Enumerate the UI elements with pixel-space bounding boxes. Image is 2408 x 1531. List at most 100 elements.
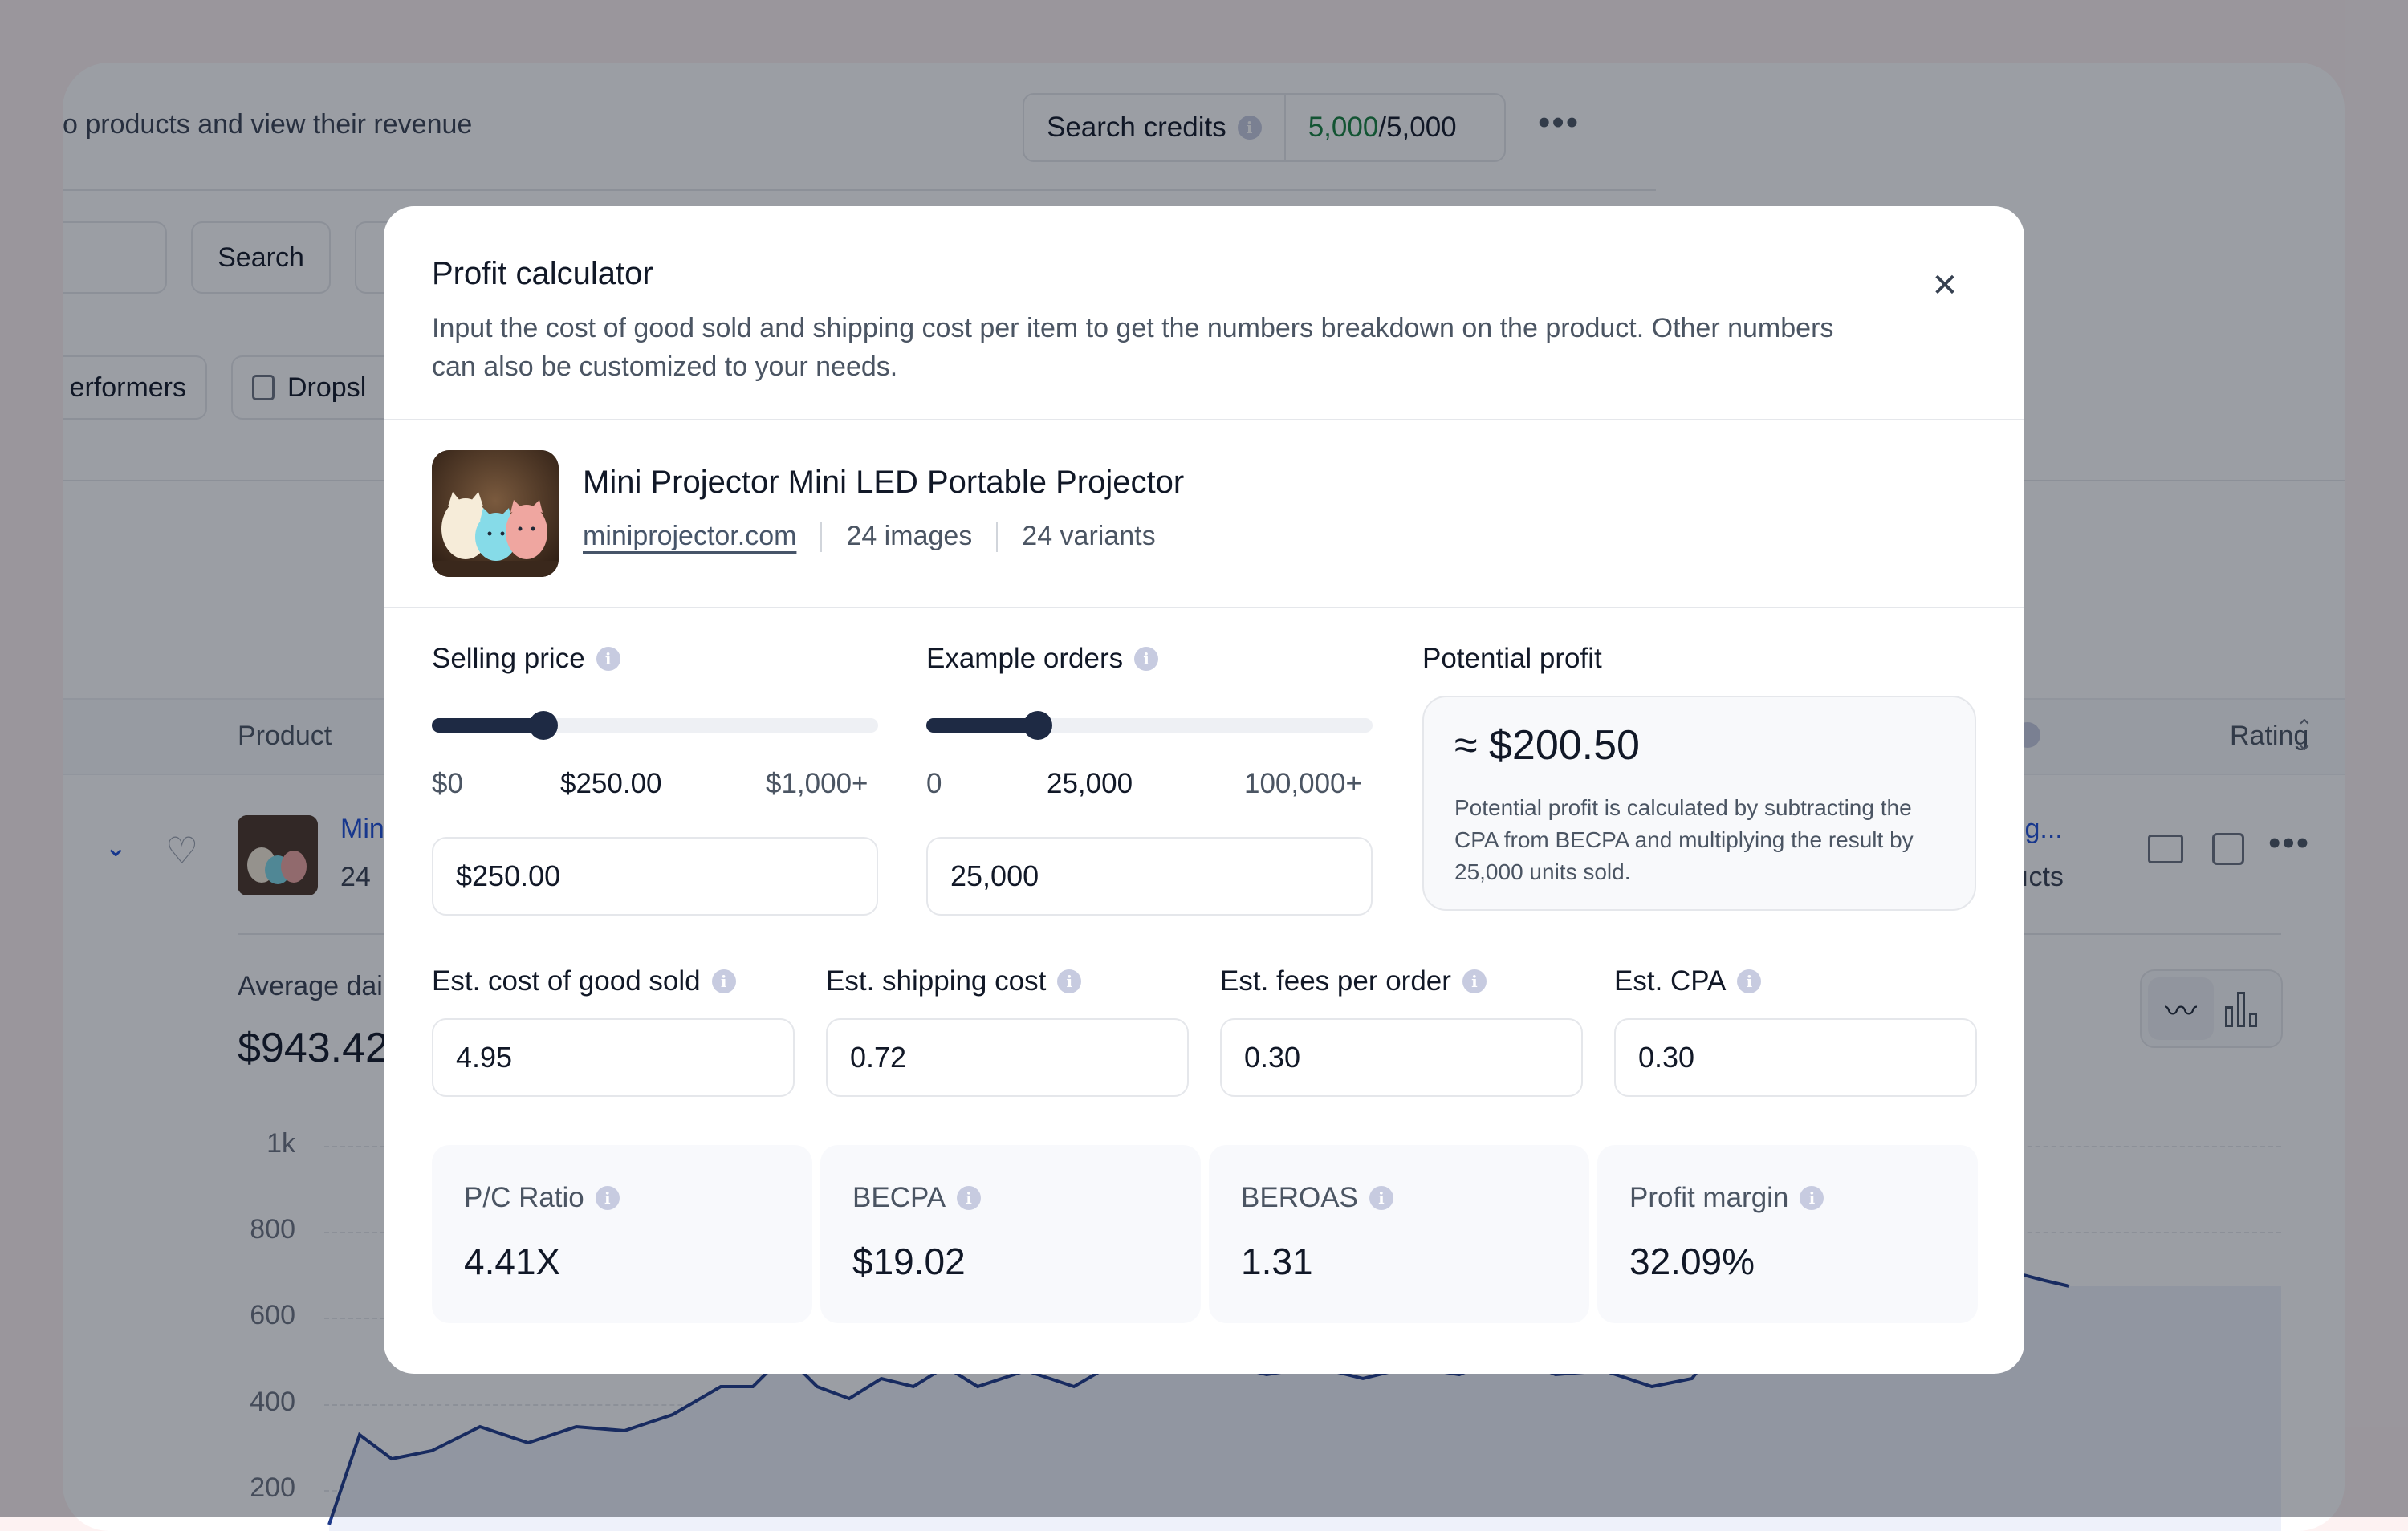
page-subtitle: o products and view their revenue xyxy=(63,109,473,140)
shipping-cost-label: Est. shipping cost i xyxy=(826,965,1082,997)
potential-profit-note: Potential profit is calculated by subtra… xyxy=(1454,795,1914,884)
info-icon[interactable]: i xyxy=(1737,969,1762,993)
column-product[interactable]: Product xyxy=(238,721,332,751)
column-rating[interactable]: Rating xyxy=(2230,721,2309,751)
meta-separator xyxy=(996,521,999,552)
meta-separator xyxy=(820,521,823,552)
cpa-input[interactable] xyxy=(1614,1018,1977,1097)
metric-pc-ratio: P/C Ratio i 4.41X xyxy=(432,1145,812,1323)
metric-profit-margin: Profit margin i 32.09% xyxy=(1597,1145,1978,1323)
cogs-input[interactable] xyxy=(432,1018,795,1097)
info-icon[interactable]: i xyxy=(1462,969,1487,993)
metric-beroas: BEROAS i 1.31 xyxy=(1209,1145,1589,1323)
product-thumbnail xyxy=(238,815,318,895)
metric-value: $19.02 xyxy=(852,1241,966,1282)
chart-type-toggle: 〰 xyxy=(2140,969,2283,1048)
metric-label: P/C Ratio i xyxy=(464,1182,620,1214)
metric-value: 32.09% xyxy=(1629,1241,1755,1282)
selling-price-label-text: Selling price xyxy=(432,643,585,674)
info-icon[interactable]: i xyxy=(595,1186,620,1210)
y-tick-label: 800 xyxy=(250,1214,295,1245)
product-images-count: 24 images xyxy=(846,521,973,551)
y-tick-label: 400 xyxy=(250,1387,295,1417)
row-store-sub: ıcts xyxy=(2021,862,2064,892)
chevron-down-icon[interactable]: ⌄ xyxy=(104,832,128,863)
example-orders-label: Example orders i xyxy=(926,643,1159,675)
close-icon: ✕ xyxy=(1931,268,1959,303)
search-input[interactable] xyxy=(63,221,167,294)
info-icon[interactable]: i xyxy=(1800,1186,1824,1210)
search-credits-total: /5,000 xyxy=(1378,112,1457,143)
line-chart-icon[interactable]: 〰 xyxy=(2148,977,2214,1040)
potential-profit-label: Potential profit xyxy=(1422,643,1602,674)
product-store-link[interactable]: miniprojector.com xyxy=(583,521,797,551)
product-name: Mini Projector Mini LED Portable Project… xyxy=(583,465,1185,500)
close-button[interactable]: ✕ xyxy=(1923,264,1967,307)
more-options-icon[interactable]: ••• xyxy=(1538,103,1580,142)
metric-label-text: BECPA xyxy=(852,1182,946,1213)
fees-input[interactable] xyxy=(1220,1018,1583,1097)
row-product-title[interactable]: Min xyxy=(340,814,384,844)
info-icon[interactable]: i xyxy=(711,969,736,993)
metric-label: BECPA i xyxy=(852,1182,982,1214)
search-credits-used: 5,000 xyxy=(1308,112,1379,143)
selling-price-max: $1,000+ xyxy=(766,768,868,799)
metric-label: BEROAS i xyxy=(1241,1182,1393,1214)
copy-icon xyxy=(252,375,275,400)
metric-label: Profit margin i xyxy=(1629,1182,1824,1214)
modal-title: Profit calculator xyxy=(432,256,653,291)
example-orders-label-text: Example orders xyxy=(926,643,1124,674)
selling-price-slider[interactable] xyxy=(432,711,878,740)
example-orders-slider[interactable] xyxy=(926,711,1373,740)
store-icon[interactable] xyxy=(2212,833,2244,865)
product-variants-count: 24 variants xyxy=(1022,521,1156,551)
product-meta: miniprojector.com 24 images 24 variants xyxy=(583,521,1156,552)
search-button[interactable]: Search xyxy=(191,221,331,294)
shipping-cost-input[interactable] xyxy=(826,1018,1189,1097)
metric-label-text: Profit margin xyxy=(1629,1182,1789,1213)
metric-becpa: BECPA i $19.02 xyxy=(820,1145,1201,1323)
y-tick-label: 1k xyxy=(266,1128,295,1159)
info-icon[interactable]: i xyxy=(1237,116,1262,140)
sort-icon[interactable]: ⌃ ⌄ xyxy=(2296,715,2313,755)
bar-chart-icon[interactable] xyxy=(2225,987,2265,1027)
search-credits-label: Search credits xyxy=(1047,112,1226,143)
example-orders-current: 25,000 xyxy=(1047,768,1133,799)
selling-price-current: $250.00 xyxy=(560,768,662,799)
stats-value: $943.42 xyxy=(238,1025,388,1071)
example-orders-input[interactable] xyxy=(926,837,1373,916)
profit-calculator-modal: Profit calculator Input the cost of good… xyxy=(384,206,2024,1374)
filter-top-performers[interactable]: erformers xyxy=(63,355,207,420)
selling-price-min: $0 xyxy=(432,768,463,799)
modal-divider xyxy=(384,607,2024,608)
metric-label-text: P/C Ratio xyxy=(464,1182,584,1213)
selling-price-input[interactable] xyxy=(432,837,878,916)
cpa-label: Est. CPA i xyxy=(1614,965,1762,997)
cpa-label-text: Est. CPA xyxy=(1614,965,1727,997)
selling-price-label: Selling price i xyxy=(432,643,620,675)
fees-label: Est. fees per order i xyxy=(1220,965,1487,997)
product-image xyxy=(432,450,559,577)
search-credits-widget: Search credits i 5,000/5,000 xyxy=(1023,93,1506,162)
info-icon[interactable]: i xyxy=(596,647,620,671)
info-icon[interactable]: i xyxy=(1134,647,1159,671)
cogs-label-text: Est. cost of good sold xyxy=(432,965,701,997)
heart-icon[interactable]: ♡ xyxy=(165,830,199,871)
modal-description: Input the cost of good sold and shipping… xyxy=(432,313,1834,382)
slider-handle[interactable] xyxy=(1023,711,1052,740)
metric-value: 1.31 xyxy=(1241,1241,1313,1282)
info-icon[interactable]: i xyxy=(957,1186,982,1210)
slider-handle[interactable] xyxy=(529,711,558,740)
info-icon[interactable]: i xyxy=(1057,969,1082,993)
example-orders-max: 100,000+ xyxy=(1244,768,1362,799)
info-icon[interactable]: i xyxy=(1369,1186,1393,1210)
metric-label-text: BEROAS xyxy=(1241,1182,1358,1213)
filter-dropshipping-label: Dropsl xyxy=(287,372,367,403)
example-orders-min: 0 xyxy=(926,768,942,799)
stats-label: Average dai xyxy=(238,971,383,1001)
row-more-icon[interactable]: ••• xyxy=(2268,823,2311,863)
presentation-icon[interactable] xyxy=(2148,835,2183,863)
slider-fill xyxy=(926,718,1038,733)
y-tick-label: 200 xyxy=(250,1472,295,1503)
fees-label-text: Est. fees per order xyxy=(1220,965,1451,997)
